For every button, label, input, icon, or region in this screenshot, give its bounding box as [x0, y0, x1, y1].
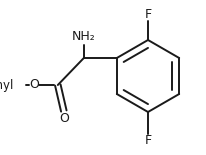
Text: F: F	[144, 135, 151, 148]
Text: O: O	[29, 78, 39, 91]
Text: NH₂: NH₂	[72, 29, 95, 42]
Text: O: O	[59, 111, 68, 124]
Text: methyl: methyl	[0, 78, 14, 91]
Text: F: F	[144, 7, 151, 20]
